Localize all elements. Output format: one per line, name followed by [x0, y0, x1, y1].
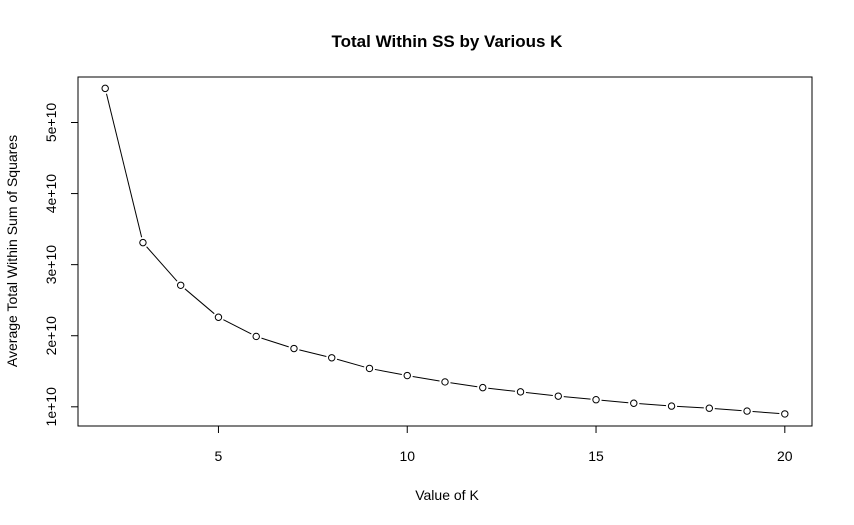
y-axis-label: Average Total Within Sum of Squares	[4, 135, 20, 367]
data-point	[139, 238, 147, 247]
series-line-segment	[412, 375, 440, 382]
x-axis: 5 10 15 20	[215, 425, 793, 464]
y-tick-label: 5e+10	[43, 103, 59, 143]
data-point	[667, 402, 676, 410]
x-tick-label: 5	[215, 448, 223, 464]
data-point	[516, 388, 525, 396]
series-line-segment	[336, 358, 365, 368]
data-point	[705, 404, 714, 412]
series-line-segment	[752, 410, 780, 415]
x-tick-label: 10	[399, 448, 415, 464]
y-tick-label: 1e+10	[43, 387, 59, 427]
data-point	[290, 344, 298, 353]
series-line-segment	[677, 405, 704, 409]
series-line-segment	[525, 392, 553, 397]
y-axis: 1e+10 2e+10 3e+10 4e+10 5e+10	[43, 103, 79, 427]
series-line-segment	[223, 319, 252, 335]
series-line-group	[106, 93, 780, 415]
y-tick-label: 2e+10	[43, 316, 59, 356]
y-tick-label: 4e+10	[43, 174, 59, 214]
series-line-segment	[374, 368, 402, 376]
series-line-segment	[563, 396, 591, 400]
data-point	[441, 378, 449, 386]
series-line-segment	[146, 246, 178, 282]
y-tick-label: 3e+10	[43, 245, 59, 285]
data-point	[592, 396, 600, 404]
series-line-segment	[106, 93, 143, 238]
series-line-segment	[639, 403, 667, 407]
data-point	[176, 281, 185, 289]
series-line-segment	[488, 387, 516, 392]
data-point	[365, 364, 374, 373]
data-point	[630, 399, 638, 407]
x-tick-label: 15	[588, 448, 604, 464]
data-point	[743, 407, 751, 415]
series-line-segment	[184, 288, 215, 315]
data-point	[214, 313, 223, 321]
data-point	[554, 392, 562, 400]
data-point	[328, 354, 336, 362]
series-line-segment	[601, 399, 629, 404]
series-line-segment	[299, 349, 327, 357]
series-points-group	[101, 84, 789, 418]
data-point	[781, 410, 789, 418]
series-line-segment	[714, 408, 742, 412]
series-line-segment	[261, 337, 289, 348]
x-axis-label: Value of K	[415, 487, 479, 503]
data-point	[403, 371, 411, 380]
data-point	[479, 383, 487, 392]
data-point	[101, 84, 109, 93]
chart-title: Total Within SS by Various K	[332, 32, 564, 51]
x-tick-label: 20	[777, 448, 793, 464]
data-point	[252, 332, 260, 341]
series-line-segment	[450, 382, 478, 388]
